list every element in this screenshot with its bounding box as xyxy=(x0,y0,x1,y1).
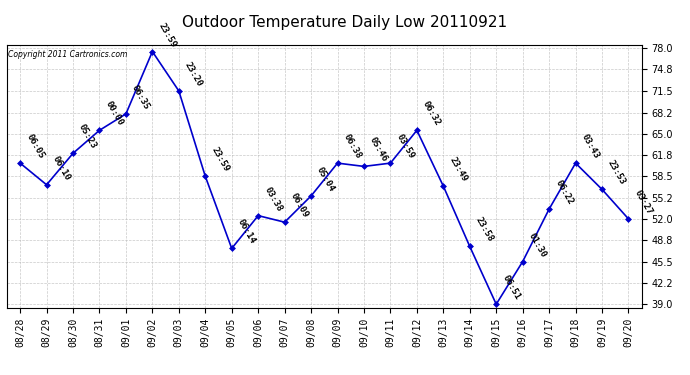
Text: 06:38: 06:38 xyxy=(342,133,363,160)
Text: 23:58: 23:58 xyxy=(474,216,495,244)
Text: 06:05: 06:05 xyxy=(24,133,46,160)
Text: 23:20: 23:20 xyxy=(183,60,204,88)
Text: 03:43: 03:43 xyxy=(580,133,601,160)
Text: 06:09: 06:09 xyxy=(289,192,310,219)
Text: 03:27: 03:27 xyxy=(633,188,654,216)
Text: 01:30: 01:30 xyxy=(527,231,548,259)
Text: 00:00: 00:00 xyxy=(104,100,125,128)
Text: 23:59: 23:59 xyxy=(157,21,178,49)
Text: 05:46: 05:46 xyxy=(368,136,389,164)
Text: 06:22: 06:22 xyxy=(553,178,575,206)
Text: 03:38: 03:38 xyxy=(262,185,284,213)
Text: 05:04: 05:04 xyxy=(315,165,337,193)
Text: 06:14: 06:14 xyxy=(236,218,257,246)
Text: 23:49: 23:49 xyxy=(448,156,469,183)
Text: 06:51: 06:51 xyxy=(500,274,522,302)
Text: 05:23: 05:23 xyxy=(77,123,99,150)
Text: Outdoor Temperature Daily Low 20110921: Outdoor Temperature Daily Low 20110921 xyxy=(182,15,508,30)
Text: 06:32: 06:32 xyxy=(421,100,442,128)
Text: 06:35: 06:35 xyxy=(130,83,151,111)
Text: 03:59: 03:59 xyxy=(395,133,416,160)
Text: Copyright 2011 Cartronics.com: Copyright 2011 Cartronics.com xyxy=(8,50,128,59)
Text: 23:59: 23:59 xyxy=(210,146,230,174)
Text: 23:53: 23:53 xyxy=(607,159,627,187)
Text: 06:10: 06:10 xyxy=(51,154,72,182)
